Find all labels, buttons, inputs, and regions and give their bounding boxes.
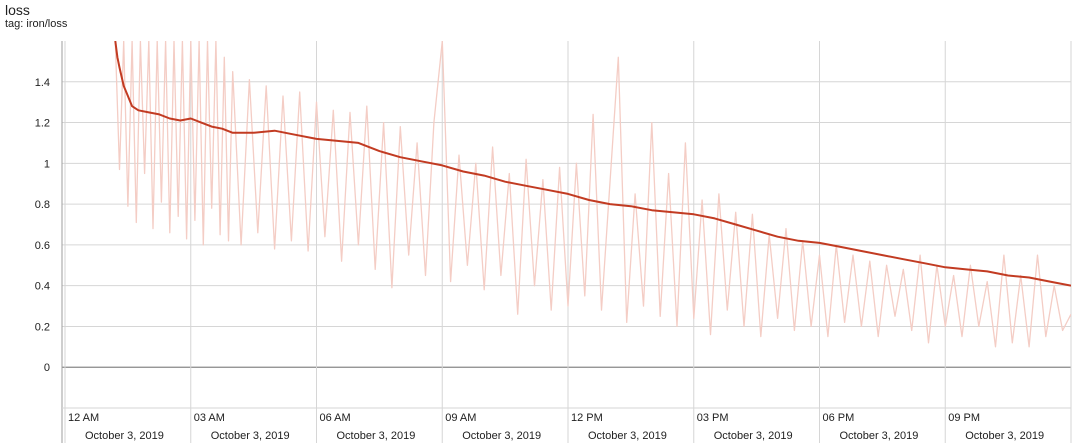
x-tick-time: 06 PM [823,412,855,424]
x-tick-time: 12 PM [571,412,603,424]
x-tick-time: 03 AM [194,412,225,424]
raw-loss-line [114,41,1071,348]
y-tick-label: 0.6 [35,240,50,252]
x-tick-time: 03 PM [697,412,729,424]
y-tick-label: 0.4 [35,281,50,293]
x-tick-time: 12 AM [68,412,99,424]
smoothed-loss-line [114,41,1071,287]
x-tick-date: October 3, 2019 [211,430,290,442]
x-tick-date: October 3, 2019 [337,430,416,442]
y-tick-label: 1.4 [35,77,50,89]
y-tick-label: 1 [44,158,50,170]
x-tick-time: 09 PM [948,412,980,424]
x-tick-date: October 3, 2019 [965,430,1044,442]
x-tick-time: 06 AM [320,412,351,424]
x-tick-date: October 3, 2019 [840,430,919,442]
y-tick-label: 0.2 [35,321,50,333]
x-tick-date: October 3, 2019 [85,430,164,442]
y-tick-label: 0 [44,362,50,374]
x-tick-date: October 3, 2019 [714,430,793,442]
y-tick-label: 0.8 [35,199,50,211]
chart-tag: tag: iron/loss [5,18,68,30]
x-tick-date: October 3, 2019 [588,430,667,442]
x-tick-time: 09 AM [445,412,476,424]
y-tick-label: 1.2 [35,118,50,130]
x-tick-date: October 3, 2019 [462,430,541,442]
chart-title: loss [5,2,30,18]
